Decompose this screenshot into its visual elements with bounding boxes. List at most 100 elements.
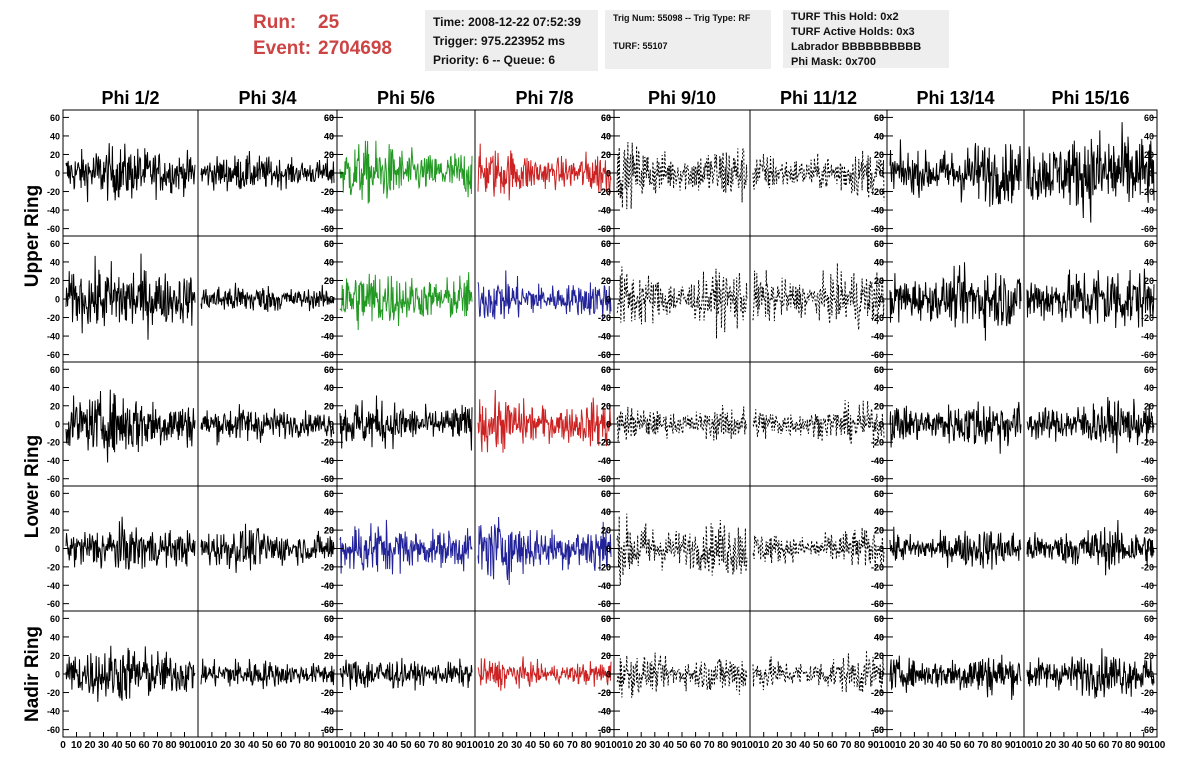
turf-active-text: TURF Active Holds: 0x3 <box>791 26 915 38</box>
waveform-trace <box>477 389 612 453</box>
y-tick-label: 40 <box>1144 131 1154 141</box>
y-tick-label: -20 <box>1141 562 1154 572</box>
y-tick-label: -40 <box>871 332 884 342</box>
y-tick-label: -40 <box>598 456 611 466</box>
y-tick-label: 20 <box>874 651 884 661</box>
y-tick-label: 20 <box>324 150 334 160</box>
y-tick-label: -40 <box>871 206 884 216</box>
y-tick-label: -60 <box>871 474 884 484</box>
x-tick-label: 90 <box>456 740 468 751</box>
waveform-panel: -60 -40 -20 0 20 40 60 <box>749 485 888 612</box>
y-tick-label: -20 <box>1141 187 1154 197</box>
waveform-trace <box>752 263 885 330</box>
y-tick-label: 0 <box>879 544 884 554</box>
y-tick-label: 60 <box>601 113 611 123</box>
waveform-panel: -60 -40 -20 0 20 40 60 <box>321 235 476 363</box>
y-tick-label: 0 <box>1149 169 1154 179</box>
y-tick-label: 0 <box>329 670 334 680</box>
y-tick-label: -20 <box>871 688 884 698</box>
y-tick-label: 60 <box>50 113 60 123</box>
y-tick-label: 0 <box>879 295 884 305</box>
y-tick-label: 0 <box>1149 420 1154 430</box>
y-tick-label: -60 <box>598 725 611 735</box>
waveform-panel: -60 -40 -20 0 20 40 60 <box>749 361 888 487</box>
y-tick-label: -40 <box>1141 456 1154 466</box>
y-tick-label: 20 <box>601 401 611 411</box>
x-tick-label: 80 <box>165 740 177 751</box>
y-tick-label: -60 <box>598 350 611 360</box>
y-tick-label: 40 <box>50 383 60 393</box>
y-tick-label: -20 <box>321 313 334 323</box>
y-tick-label: 0 <box>606 295 611 305</box>
y-tick-label: 60 <box>601 113 611 123</box>
y-tick-label: 0 <box>55 295 60 305</box>
x-tick-label: 90 <box>1005 740 1017 751</box>
x-tick-label: 10 <box>206 740 218 751</box>
y-tick-label: -60 <box>321 599 334 609</box>
y-tick-label: 60 <box>601 239 611 249</box>
waveform-panel: -60 -40 -20 0 20 40 60 <box>1023 109 1158 237</box>
y-tick-label: 20 <box>874 401 884 411</box>
y-tick-label: 20 <box>1144 276 1154 286</box>
y-tick-label: 40 <box>874 257 884 267</box>
y-tick-label: -60 <box>871 599 884 609</box>
waveform-panel: -60 -40 -20 0 20 40 60 <box>197 235 338 363</box>
waveform-trace <box>616 513 748 586</box>
y-tick-label: 60 <box>874 239 884 249</box>
y-tick-label: -20 <box>871 562 884 572</box>
y-tick-label: 40 <box>324 632 334 642</box>
y-tick-label: -60 <box>47 599 60 609</box>
y-tick-label: 0 <box>879 420 884 430</box>
y-tick-label: -60 <box>598 350 611 360</box>
x-tick-label: 20 <box>1045 740 1057 751</box>
x-tick-label: 30 <box>234 740 246 751</box>
y-tick-label: 40 <box>874 383 884 393</box>
x-tick-label: 10 <box>622 740 634 751</box>
x-tick-label: 80 <box>991 740 1003 751</box>
y-tick-label: -60 <box>321 599 334 609</box>
y-tick-label: -60 <box>598 725 611 735</box>
waveform-trace <box>752 150 885 201</box>
trigger-info-box: Trig Num: 55098 -- Trig Type: RF TURF: 5… <box>605 10 771 69</box>
x-tick-label: 40 <box>663 740 675 751</box>
y-tick-label: -40 <box>321 332 334 342</box>
y-tick-label: 20 <box>601 150 611 160</box>
y-tick-label: -40 <box>598 707 611 717</box>
waveform-trace <box>339 519 473 575</box>
waveform-trace <box>339 395 473 451</box>
y-tick-label: -60 <box>598 224 611 234</box>
waveform-panel: -60 -40 -20 0 20 40 60 <box>47 235 199 363</box>
x-tick-label: 10 <box>71 740 83 751</box>
y-tick-label: 0 <box>879 420 884 430</box>
y-tick-label: -60 <box>47 350 60 360</box>
y-tick-label: 0 <box>329 169 334 179</box>
y-tick-label: 40 <box>50 257 60 267</box>
x-tick-label: 80 <box>1125 740 1137 751</box>
y-tick-label: 0 <box>329 420 334 430</box>
waveform-trace <box>616 266 748 339</box>
x-tick-label: 40 <box>936 740 948 751</box>
waveform-trace <box>200 150 335 192</box>
y-tick-label: -20 <box>1141 313 1154 323</box>
y-tick-label: -20 <box>871 438 884 448</box>
waveform-trace <box>752 527 885 572</box>
y-tick-label: -60 <box>871 350 884 360</box>
x-tick-label: 10 <box>483 740 495 751</box>
y-tick-label: 60 <box>601 614 611 624</box>
y-tick-label: 20 <box>1144 401 1154 411</box>
y-tick-label: 0 <box>606 295 611 305</box>
waveform-panel: -60 -40 -20 0 20 40 60 <box>871 109 1025 237</box>
y-tick-label: 60 <box>601 489 611 499</box>
y-tick-label: 40 <box>601 131 611 141</box>
waveform-trace <box>477 270 612 320</box>
y-tick-label: 20 <box>601 526 611 536</box>
row-label: Nadir Ring <box>22 626 43 722</box>
y-tick-label: 60 <box>324 239 334 249</box>
waveform-panel: -60 -40 -20 0 20 40 60 <box>47 109 199 237</box>
column-header: Phi 5/6 <box>377 88 435 108</box>
x-tick-label: 20 <box>220 740 232 751</box>
y-tick-label: -20 <box>871 688 884 698</box>
y-tick-label: -60 <box>321 224 334 234</box>
y-tick-label: -40 <box>47 707 60 717</box>
